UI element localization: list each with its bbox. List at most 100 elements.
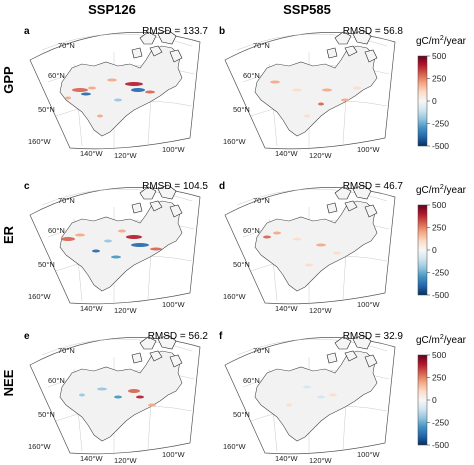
row-title-er: ER: [1, 225, 16, 244]
anomaly-patch: [292, 88, 302, 92]
lon-tick-label: 160°W: [28, 442, 52, 451]
anomaly-patch: [145, 90, 155, 94]
colorbar-unit-exponent: 2: [440, 334, 444, 341]
rmsd-label: RMSD = 32.9: [343, 331, 404, 342]
rmsd-label: RMSD = 133.7: [142, 26, 208, 37]
anomaly-patch: [97, 387, 107, 391]
anomaly-patch: [136, 395, 144, 399]
colorbar-1: gC/m2/year 500 250 0 -250 -500: [416, 35, 467, 151]
arctic-island: [131, 47, 143, 59]
lon-tick-label: 160°W: [223, 442, 247, 451]
anomaly-patch: [333, 251, 341, 255]
lon-tick-label: 140°W: [275, 454, 299, 463]
panel-label: e: [24, 331, 30, 342]
colorbars: gC/m2/year5002500-250-500gC/m2/year50025…: [416, 35, 467, 450]
anomaly-patch: [118, 229, 126, 233]
arctic-island: [157, 184, 177, 200]
lon-tick-label: 100°W: [162, 145, 186, 154]
rmsd-label: RMSD = 56.8: [343, 26, 404, 37]
arctic-island: [344, 350, 358, 362]
anomaly-patch: [126, 235, 142, 239]
lon-tick-label: 140°W: [80, 304, 104, 313]
lon-tick-label: 100°W: [162, 450, 186, 459]
arctic-island: [157, 29, 177, 45]
map-panel-f: 70°N 60°N 50°N 160°W 140°W 120°W 100°W f RMSD = …: [219, 331, 403, 465]
lat-tick-label: 50°N: [38, 410, 55, 419]
lat-tick-label: 50°N: [38, 260, 55, 269]
anomaly-patch: [329, 393, 337, 397]
anomaly-patch: [303, 385, 311, 389]
lat-tick-label: 70°N: [58, 346, 75, 355]
arctic-island: [334, 186, 352, 200]
lat-tick-label: 60°N: [48, 71, 65, 80]
anomaly-patch: [131, 243, 149, 247]
lon-tick-label: 100°W: [357, 300, 381, 309]
lon-tick-label: 120°W: [309, 456, 333, 465]
panel-label: f: [219, 331, 223, 342]
arctic-island: [344, 200, 358, 212]
anomaly-patch: [88, 86, 96, 90]
lat-tick-label: 50°N: [38, 105, 55, 114]
rmsd-label: RMSD = 104.5: [142, 181, 208, 192]
lat-tick-label: 70°N: [253, 196, 270, 205]
map-panel-a: 70°N 60°N 50°N 160°W 140°W 120°W 100°W a RMSD = …: [24, 26, 208, 160]
lat-tick-label: 60°N: [243, 71, 260, 80]
lon-tick-label: 120°W: [114, 456, 138, 465]
anomaly-patch: [150, 247, 162, 251]
anomaly-patch: [317, 395, 325, 399]
panel-label: d: [219, 181, 225, 192]
colorbar-tick-label: -500: [432, 290, 449, 300]
lon-tick-label: 160°W: [223, 292, 247, 301]
lon-tick-label: 140°W: [80, 454, 104, 463]
anomaly-patch: [316, 243, 326, 247]
anomaly-patch: [148, 403, 156, 407]
anomaly-patch: [114, 98, 122, 102]
lat-tick-label: 70°N: [58, 41, 75, 50]
anomaly-patch: [72, 88, 88, 92]
colorbar-3: gC/m2/year 500 250 0 -250 -500: [416, 334, 467, 450]
arctic-island: [169, 354, 183, 368]
arctic-island: [352, 29, 372, 45]
anomaly-patch: [104, 239, 112, 243]
arctic-island: [149, 45, 163, 57]
graticule-line: [236, 188, 388, 206]
graticule-line: [41, 188, 193, 206]
lon-tick-label: 100°W: [162, 300, 186, 309]
colorbar-unit-exponent: 2: [440, 35, 444, 42]
study-domain: [254, 350, 378, 442]
lat-tick-label: 60°N: [48, 376, 65, 385]
colorbar-tick-label: 0: [432, 96, 437, 106]
arctic-island: [326, 47, 338, 59]
arctic-island: [149, 200, 163, 212]
study-domain: [59, 200, 183, 292]
column-title-ssp126: SSP126: [88, 2, 136, 17]
lat-tick-label: 60°N: [48, 226, 65, 235]
colorbar-tick-label: 250: [432, 223, 446, 233]
lat-tick-label: 50°N: [233, 105, 250, 114]
anomaly-patch: [75, 233, 85, 237]
anomaly-patch: [65, 96, 71, 100]
arctic-island: [364, 354, 378, 368]
colorbar-tick-label: -500: [432, 141, 449, 151]
map-panel-d: 70°N 60°N 50°N 160°W 140°W 120°W 100°W d RMSD = …: [219, 181, 403, 315]
lon-tick-label: 120°W: [114, 151, 138, 160]
lat-tick-label: 60°N: [243, 226, 260, 235]
colorbar-tick-label: 500: [432, 51, 446, 61]
colorbar-2: gC/m2/year 500 250 0 -250 -500: [416, 184, 467, 300]
anomaly-patch: [305, 263, 313, 267]
arctic-island: [131, 202, 143, 214]
arctic-island: [157, 334, 177, 350]
colorbar-unit: gC/m2/year: [416, 334, 467, 346]
colorbar-tick-label: 500: [432, 200, 446, 210]
anomaly-patch: [304, 114, 310, 118]
graticule-line: [41, 33, 193, 51]
colorbar-unit: gC/m2/year: [416, 184, 467, 196]
anomaly-patch: [270, 80, 280, 84]
colorbar-tick-label: 0: [432, 245, 437, 255]
lat-tick-label: 60°N: [243, 376, 260, 385]
rmsd-label: RMSD = 56.2: [148, 331, 209, 342]
colorbar-unit-suffix: /year: [444, 185, 467, 196]
arctic-island: [169, 204, 183, 218]
lat-tick-label: 70°N: [253, 41, 270, 50]
arctic-island: [169, 49, 183, 63]
